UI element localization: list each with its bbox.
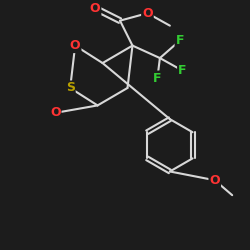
Text: F: F bbox=[176, 34, 184, 47]
Text: O: O bbox=[142, 7, 153, 20]
Text: O: O bbox=[50, 106, 60, 120]
Text: O: O bbox=[70, 39, 80, 52]
Text: F: F bbox=[178, 64, 186, 77]
Text: O: O bbox=[210, 174, 220, 187]
Text: O: O bbox=[90, 2, 101, 15]
Text: S: S bbox=[66, 82, 75, 94]
Text: F: F bbox=[153, 72, 162, 85]
